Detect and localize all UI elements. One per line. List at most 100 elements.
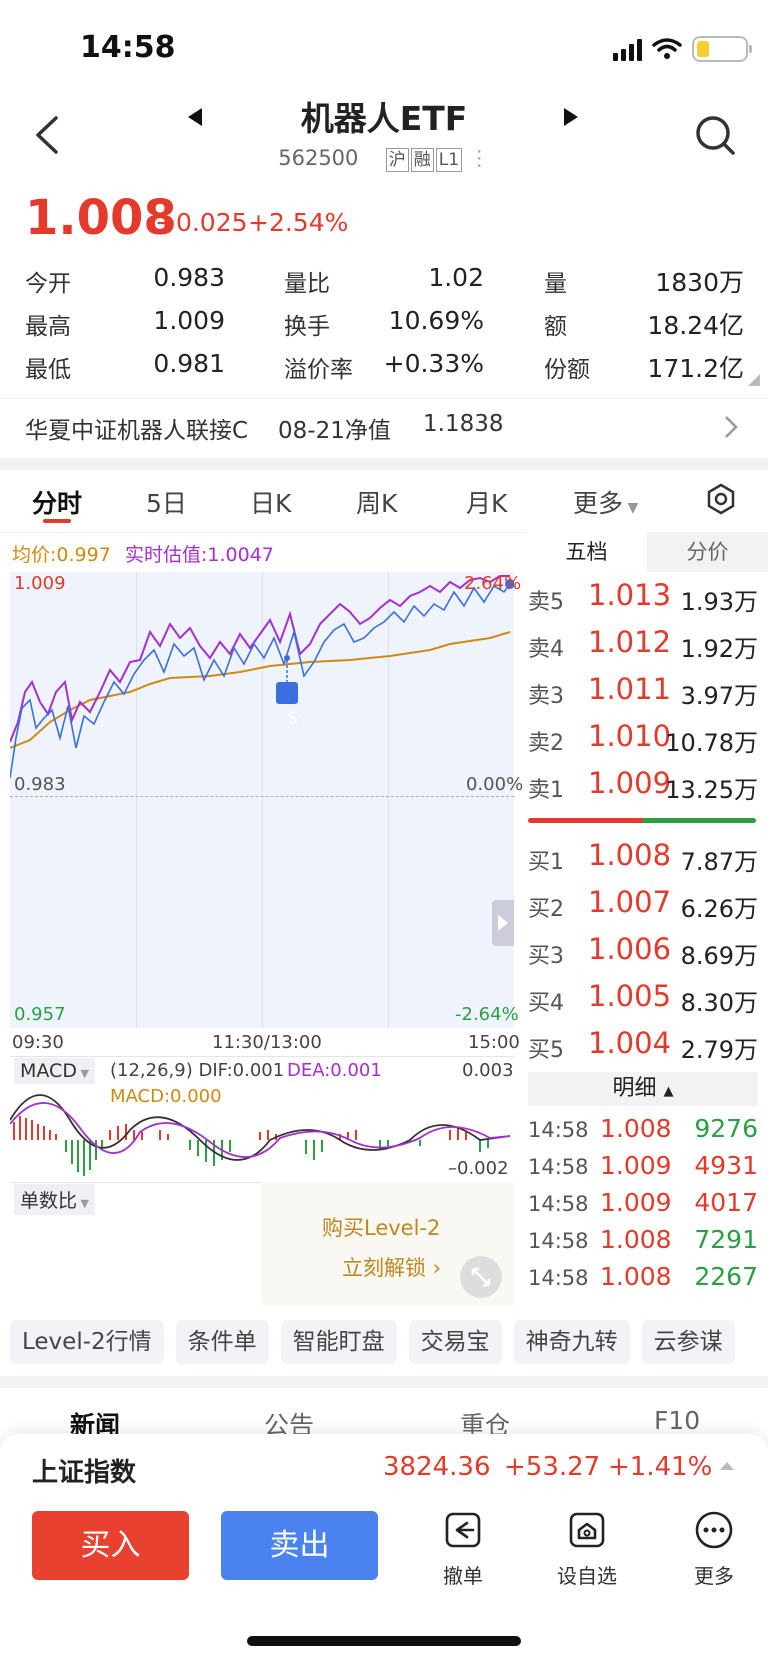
- indicator-selector[interactable]: 单数比 ▼: [14, 1184, 95, 1215]
- ask-row[interactable]: 卖2 1.010 10.78万: [528, 719, 758, 757]
- sell-signal-marker[interactable]: S: [287, 708, 299, 727]
- ask-row[interactable]: 卖4 1.012 1.92万: [528, 625, 758, 663]
- wifi-icon: [652, 38, 682, 59]
- bid-row[interactable]: 买1 1.008 7.87万: [528, 838, 758, 876]
- shares-label: 份额: [544, 357, 590, 383]
- bid-row[interactable]: 买2 1.007 6.26万: [528, 885, 758, 923]
- tab-intraday[interactable]: 分时: [32, 489, 83, 518]
- trade-row: 14:58 1.009 4931: [528, 1151, 758, 1180]
- settings-icon[interactable]: [704, 482, 738, 516]
- bid-row[interactable]: 买3 1.006 8.69万: [528, 932, 758, 970]
- chart-top-pct: 2.64%: [464, 573, 522, 594]
- time-mid: 11:30/13:00: [212, 1032, 322, 1053]
- vol-ratio-value: 1.02: [428, 263, 484, 292]
- separator: [0, 1376, 768, 1388]
- expand-corner-icon[interactable]: [748, 374, 760, 386]
- conditional-order-button[interactable]: 条件单: [175, 1320, 269, 1364]
- tab-more[interactable]: 更多 ▼: [573, 489, 639, 518]
- amount-value: 18.24亿: [647, 311, 744, 340]
- buy-pressure-bar: [528, 818, 643, 823]
- bid-row[interactable]: 买4 1.005 8.30万: [528, 979, 758, 1017]
- grid-line: [136, 572, 137, 1028]
- add-watchlist-icon: [569, 1512, 605, 1548]
- chart-tabs: 分时 5日 日K 周K 月K 更多 ▼: [0, 476, 768, 532]
- index-value: 3824.36: [383, 1452, 491, 1482]
- amount-label: 额: [544, 314, 567, 340]
- expand-up-icon[interactable]: [720, 1462, 734, 1470]
- sell-button[interactable]: 卖出: [221, 1511, 378, 1580]
- ask-row[interactable]: 卖1 1.009 13.25万: [528, 766, 758, 804]
- fullscreen-icon[interactable]: [460, 1256, 502, 1298]
- fund-nav-label: 08-21净值: [278, 418, 391, 444]
- play-icon: [498, 915, 508, 931]
- page-title: 机器人ETF: [300, 99, 468, 138]
- feature-buttons: Level-2行情 条件单 智能盯盘 交易宝 神奇九转 云参谋: [10, 1320, 768, 1364]
- cloud-advisor-button[interactable]: 云参谋: [641, 1320, 735, 1364]
- promo-line2[interactable]: 立刻解锁 ›: [342, 1256, 442, 1280]
- buy-button[interactable]: 买入: [32, 1511, 189, 1580]
- chart-mid-pct: 0.00%: [466, 774, 524, 795]
- price-change-pct: +2.54%: [248, 208, 349, 237]
- macd-dea: DEA:0.001: [287, 1060, 382, 1081]
- turnover-label: 换手: [284, 314, 330, 340]
- magic-nine-button[interactable]: 神奇九转: [513, 1320, 630, 1364]
- time-end: 15:00: [468, 1032, 520, 1053]
- tab-daily-k[interactable]: 日K: [250, 489, 292, 518]
- tab-5day[interactable]: 5日: [146, 489, 187, 518]
- home-indicator[interactable]: [247, 1636, 521, 1646]
- level2-button[interactable]: Level-2行情: [10, 1320, 164, 1364]
- collapse-handle[interactable]: [492, 900, 514, 946]
- prev-stock-icon[interactable]: [188, 108, 202, 126]
- trade-row: 14:58 1.008 7291: [528, 1225, 758, 1254]
- stock-code-row: 562500 沪融 L1 ⋮: [0, 146, 768, 172]
- back-icon[interactable]: [28, 110, 68, 160]
- tag-level: L1: [435, 148, 463, 172]
- trade-row: 14:58 1.008 9276: [528, 1114, 758, 1143]
- macd-chart: [10, 1094, 511, 1176]
- estimate-label: 实时估值:1.0047: [125, 544, 274, 566]
- ask-row[interactable]: 卖3 1.011 3.97万: [528, 672, 758, 710]
- detail-header[interactable]: 明细 ▲: [528, 1072, 758, 1106]
- price-change: +0.025: [155, 208, 248, 237]
- more-action[interactable]: 更多: [669, 1510, 759, 1589]
- chart-bottom-price: 0.957: [14, 1004, 66, 1025]
- open-value: 0.983: [153, 263, 225, 292]
- trade-treasure-button[interactable]: 交易宝: [408, 1320, 502, 1364]
- premium-value: +0.33%: [383, 349, 484, 378]
- cancel-order-action[interactable]: 撤单: [418, 1510, 508, 1589]
- macd-top: 0.003: [462, 1060, 514, 1081]
- chevron-right-icon: [725, 416, 738, 438]
- smart-watch-button[interactable]: 智能盯盘: [280, 1320, 397, 1364]
- ask-row[interactable]: 卖5 1.013 1.93万: [528, 578, 758, 616]
- status-icons: [613, 34, 752, 64]
- fund-nav-value: 1.1838: [423, 411, 504, 437]
- price-lines: [10, 575, 514, 779]
- trade-row: 14:58 1.008 2267: [528, 1262, 758, 1291]
- tab-weekly-k[interactable]: 周K: [356, 489, 398, 518]
- fund-link-row[interactable]: 华夏中证机器人联接C 08-21净值 1.1838: [0, 398, 768, 454]
- search-icon[interactable]: [695, 115, 737, 157]
- tab-five-levels[interactable]: 五档: [526, 532, 647, 572]
- macd-value: MACD:0.000: [110, 1086, 222, 1107]
- index-name[interactable]: 上证指数: [32, 1458, 137, 1488]
- macd-panel[interactable]: [10, 1056, 514, 1182]
- cancel-order-icon: [445, 1512, 481, 1548]
- tag-exchange: 沪: [385, 148, 409, 172]
- macd-selector[interactable]: MACD ▼: [14, 1058, 95, 1084]
- bid-row[interactable]: 买5 1.004 2.79万: [528, 1026, 758, 1064]
- chart-mid-price: 0.983: [14, 774, 66, 795]
- time-start: 09:30: [12, 1032, 64, 1053]
- volume-label: 量: [544, 271, 567, 297]
- tab-f10[interactable]: F10: [654, 1406, 701, 1435]
- orderbook-tabs: 五档 分价: [526, 532, 768, 572]
- add-watchlist-action[interactable]: 设自选: [542, 1510, 632, 1589]
- turnover-value: 10.69%: [388, 306, 484, 335]
- low-value: 0.981: [153, 349, 225, 378]
- high-label: 最高: [25, 314, 71, 340]
- tab-price-dist[interactable]: 分价: [647, 532, 768, 572]
- next-stock-icon[interactable]: [564, 108, 578, 126]
- volume-value: 1830万: [655, 268, 744, 297]
- more-dots-icon[interactable]: ⋮: [468, 146, 490, 170]
- tab-monthly-k[interactable]: 月K: [466, 489, 508, 518]
- avg-price-label: 均价:0.997: [12, 544, 111, 566]
